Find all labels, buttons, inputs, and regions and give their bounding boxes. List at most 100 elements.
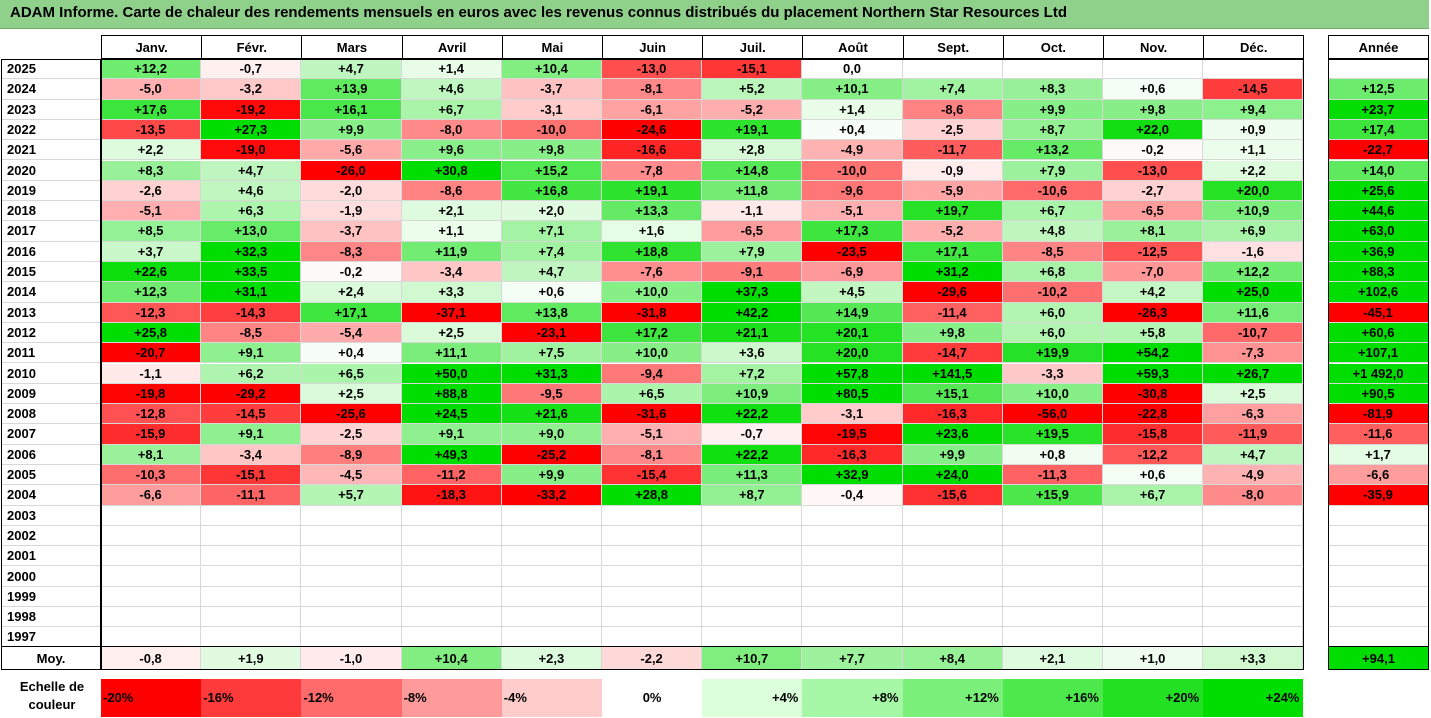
heatmap-cell: -15,8 bbox=[1103, 424, 1204, 445]
heatmap-cell bbox=[902, 505, 1003, 526]
heatmap-cell: +10,1 bbox=[802, 79, 903, 100]
heatmap-cell: -5,6 bbox=[301, 140, 402, 161]
heatmap-cell bbox=[1002, 59, 1103, 80]
heatmap-cell: 0,0 bbox=[802, 59, 903, 80]
average-cell: -2,2 bbox=[602, 646, 703, 670]
heatmap-cell: -0,2 bbox=[301, 262, 402, 283]
heatmap-cell bbox=[602, 566, 703, 587]
heatmap-cell: +1,4 bbox=[802, 99, 903, 120]
heatmap-cell bbox=[1103, 525, 1204, 547]
heatmap-cell: +7,4 bbox=[902, 79, 1003, 100]
heatmap-cell: +9,1 bbox=[401, 424, 502, 445]
heatmap-cell bbox=[201, 607, 302, 628]
heatmap-cell bbox=[1103, 566, 1204, 587]
color-scale-step: -8% bbox=[401, 679, 502, 717]
heatmap-cell: -13,5 bbox=[101, 119, 202, 141]
heatmap-cell: +3,3 bbox=[401, 282, 502, 303]
heatmap-cell: +59,3 bbox=[1103, 363, 1204, 384]
annual-cell: -22,7 bbox=[1328, 140, 1429, 161]
annual-cell bbox=[1328, 546, 1429, 567]
heatmap-cell: +0,9 bbox=[1203, 119, 1304, 141]
heatmap-cell: -31,8 bbox=[602, 302, 703, 323]
heatmap-cell bbox=[401, 505, 502, 526]
annual-cell: +17,4 bbox=[1328, 119, 1429, 141]
heatmap-cell: -33,2 bbox=[501, 485, 602, 506]
heatmap-cell: +7,5 bbox=[501, 343, 602, 364]
heatmap-cell bbox=[802, 505, 903, 526]
month-header: Févr. bbox=[201, 35, 303, 59]
heatmap-cell: -3,4 bbox=[401, 262, 502, 283]
heatmap-cell: +32,3 bbox=[201, 241, 302, 262]
heatmap-cell: -4,9 bbox=[802, 140, 903, 161]
heatmap-cell: -10,3 bbox=[101, 465, 202, 486]
heatmap-cell: -6,9 bbox=[802, 262, 903, 283]
heatmap-cell: +4,5 bbox=[802, 282, 903, 303]
heatmap-cell: +4,7 bbox=[201, 160, 302, 181]
heatmap-cell: +1,6 bbox=[602, 221, 703, 242]
heatmap-cell: -8,5 bbox=[1002, 241, 1103, 262]
heatmap-cell bbox=[802, 627, 903, 648]
heatmap-cell: +2,2 bbox=[101, 140, 202, 161]
heatmap-cell bbox=[1002, 566, 1103, 587]
heatmap-cell: -19,5 bbox=[802, 424, 903, 445]
heatmap-cell: -15,1 bbox=[702, 59, 803, 80]
heatmap-cell: +13,9 bbox=[301, 79, 402, 100]
heatmap-cell: -7,8 bbox=[602, 160, 703, 181]
heatmap-cell: -6,3 bbox=[1203, 404, 1304, 425]
color-scale-step: +24% bbox=[1203, 679, 1304, 717]
average-cell: +2,3 bbox=[501, 646, 602, 670]
heatmap-cell bbox=[1203, 627, 1304, 648]
month-header: Juin bbox=[602, 35, 704, 59]
heatmap-cell: +24,5 bbox=[401, 404, 502, 425]
heatmap-cell: +54,2 bbox=[1103, 343, 1204, 364]
heatmap-cell: -8,9 bbox=[301, 444, 402, 465]
heatmap-cell: +6,9 bbox=[1203, 221, 1304, 242]
heatmap-cell: +0,4 bbox=[301, 343, 402, 364]
heatmap-cell: -31,6 bbox=[602, 404, 703, 425]
heatmap-cell: +9,8 bbox=[501, 140, 602, 161]
heatmap-cell: +9,9 bbox=[1002, 99, 1103, 120]
heatmap-cell bbox=[1002, 607, 1103, 628]
heatmap-cell: -8,6 bbox=[902, 99, 1003, 120]
year-label: 2016 bbox=[1, 241, 101, 262]
heatmap-cell: +9,8 bbox=[902, 322, 1003, 344]
color-scale-label: Echelle de couleur bbox=[19, 679, 85, 712]
heatmap-cell bbox=[401, 525, 502, 547]
heatmap-cell: -15,6 bbox=[902, 485, 1003, 506]
heatmap-cell bbox=[501, 546, 602, 567]
heatmap-cell: +5,7 bbox=[301, 485, 402, 506]
heatmap-cell bbox=[401, 566, 502, 587]
heatmap-cell: +19,7 bbox=[902, 201, 1003, 222]
heatmap-cell: +19,1 bbox=[602, 180, 703, 202]
month-header: Janv. bbox=[101, 35, 203, 59]
heatmap-cell: +27,3 bbox=[201, 119, 302, 141]
annual-cell bbox=[1328, 59, 1429, 80]
heatmap-cell: +80,5 bbox=[802, 383, 903, 405]
heatmap-cell bbox=[1103, 627, 1204, 648]
heatmap-cell: -11,2 bbox=[401, 465, 502, 486]
heatmap-cell: +6,7 bbox=[1103, 485, 1204, 506]
month-header: Nov. bbox=[1103, 35, 1205, 59]
heatmap-cell: +16,8 bbox=[501, 180, 602, 202]
annual-cell: +60,6 bbox=[1328, 322, 1429, 344]
heatmap-cell: +6,5 bbox=[301, 363, 402, 384]
annual-cell: +1 492,0 bbox=[1328, 363, 1429, 384]
month-header: Juil. bbox=[702, 35, 804, 59]
average-label: Moy. bbox=[1, 646, 101, 670]
average-cell: +10,4 bbox=[401, 646, 502, 670]
annual-cell bbox=[1328, 627, 1429, 648]
heatmap-cell: +2,4 bbox=[301, 282, 402, 303]
heatmap-cell: +7,4 bbox=[501, 241, 602, 262]
heatmap-cell: +6,7 bbox=[1002, 201, 1103, 222]
month-header: Août bbox=[802, 35, 904, 59]
heatmap-cell: -23,5 bbox=[802, 241, 903, 262]
heatmap-cell bbox=[301, 525, 402, 547]
heatmap-cell bbox=[602, 525, 703, 547]
heatmap-cell: +7,2 bbox=[702, 363, 803, 384]
heatmap-cell: -10,0 bbox=[802, 160, 903, 181]
heatmap-cell: +17,1 bbox=[301, 302, 402, 323]
heatmap-cell: +8,7 bbox=[1002, 119, 1103, 141]
heatmap-cell: +11,6 bbox=[1203, 302, 1304, 323]
average-cell: +10,7 bbox=[702, 646, 803, 670]
heatmap-cell: +9,4 bbox=[1203, 99, 1304, 120]
